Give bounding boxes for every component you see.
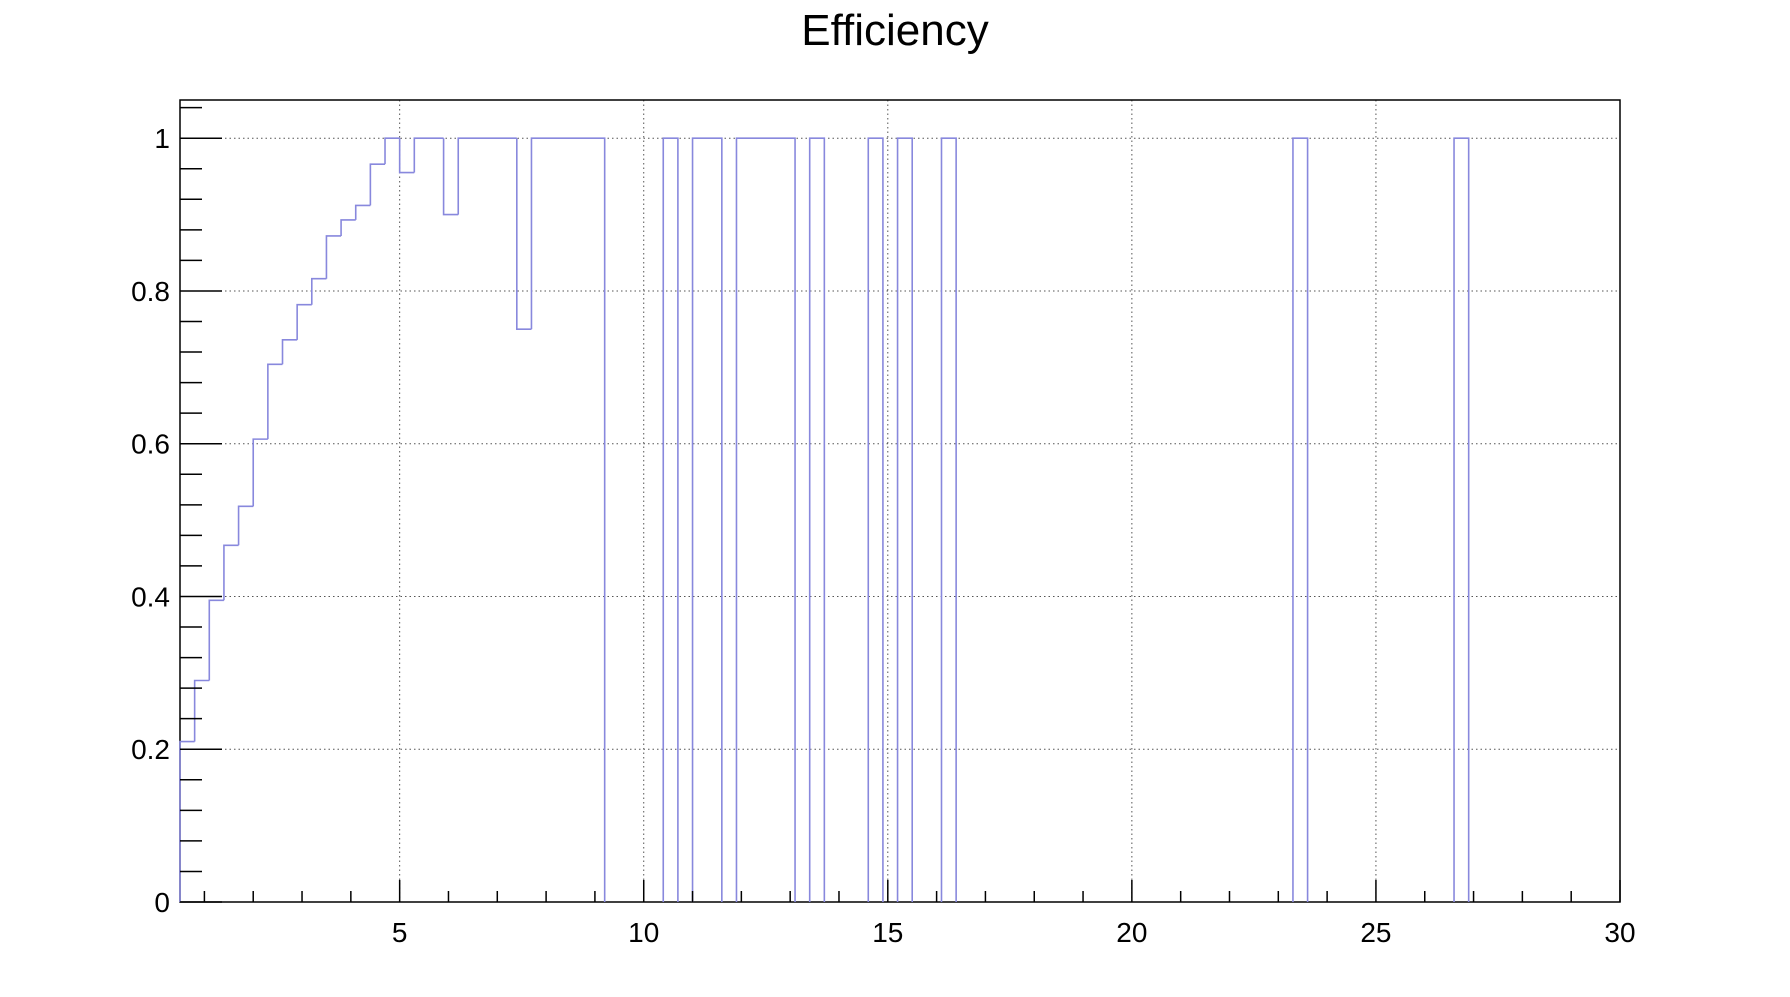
histogram-bin [398, 138, 415, 174]
histogram-bin [384, 137, 400, 165]
histogram-bin [1453, 137, 1470, 902]
histogram-bin [208, 599, 224, 681]
histogram-bin [179, 740, 195, 902]
histogram-bin [369, 163, 386, 206]
axes: 5 10 15 20 25 30 0 0.2 0.4 0.6 0.8 1 [131, 106, 1636, 948]
histogram-bin [413, 137, 444, 173]
histogram-bin [867, 137, 884, 902]
histogram-bin [808, 137, 826, 902]
histogram-bin [457, 137, 517, 215]
x-tick-label: 30 [1604, 917, 1635, 948]
histogram-bin [1292, 137, 1309, 902]
histogram-bin [237, 505, 254, 546]
y-tick-label: 0.4 [131, 581, 170, 612]
histogram-bin [735, 137, 796, 902]
histogram-bin [516, 138, 532, 330]
histogram-bin [442, 138, 459, 216]
histogram-bin [252, 438, 268, 507]
grid [180, 100, 1620, 902]
histogram-bin [662, 137, 679, 902]
histogram-bin [310, 277, 327, 305]
histogram-bin [340, 219, 356, 236]
y-tick-label: 0.2 [131, 734, 170, 765]
plot-border [179, 99, 1621, 903]
histogram-bin [896, 137, 914, 902]
histogram-bin [691, 137, 723, 902]
histogram-bin [267, 363, 283, 440]
histogram-bin [325, 235, 342, 279]
y-tick-label: 0 [154, 887, 170, 918]
histogram-bin [193, 679, 210, 742]
x-tick-label: 5 [392, 917, 408, 948]
histogram-bin [354, 204, 371, 220]
series-layer [179, 137, 1470, 902]
histogram-bin [223, 544, 239, 601]
y-tick-label: 0.8 [131, 276, 170, 307]
histogram-bin [940, 137, 957, 902]
x-tick-label: 25 [1360, 917, 1391, 948]
histogram-bin [530, 137, 606, 902]
x-tick-label: 10 [628, 917, 659, 948]
y-tick-label: 0.6 [131, 429, 170, 460]
histogram-bin [296, 303, 312, 340]
y-tick-label: 1 [154, 123, 170, 154]
histogram-bin [281, 339, 298, 365]
x-tick-label: 15 [872, 917, 903, 948]
x-tick-label: 20 [1116, 917, 1147, 948]
chart-title: Efficiency [801, 6, 989, 55]
plot-frame [179, 99, 1621, 903]
